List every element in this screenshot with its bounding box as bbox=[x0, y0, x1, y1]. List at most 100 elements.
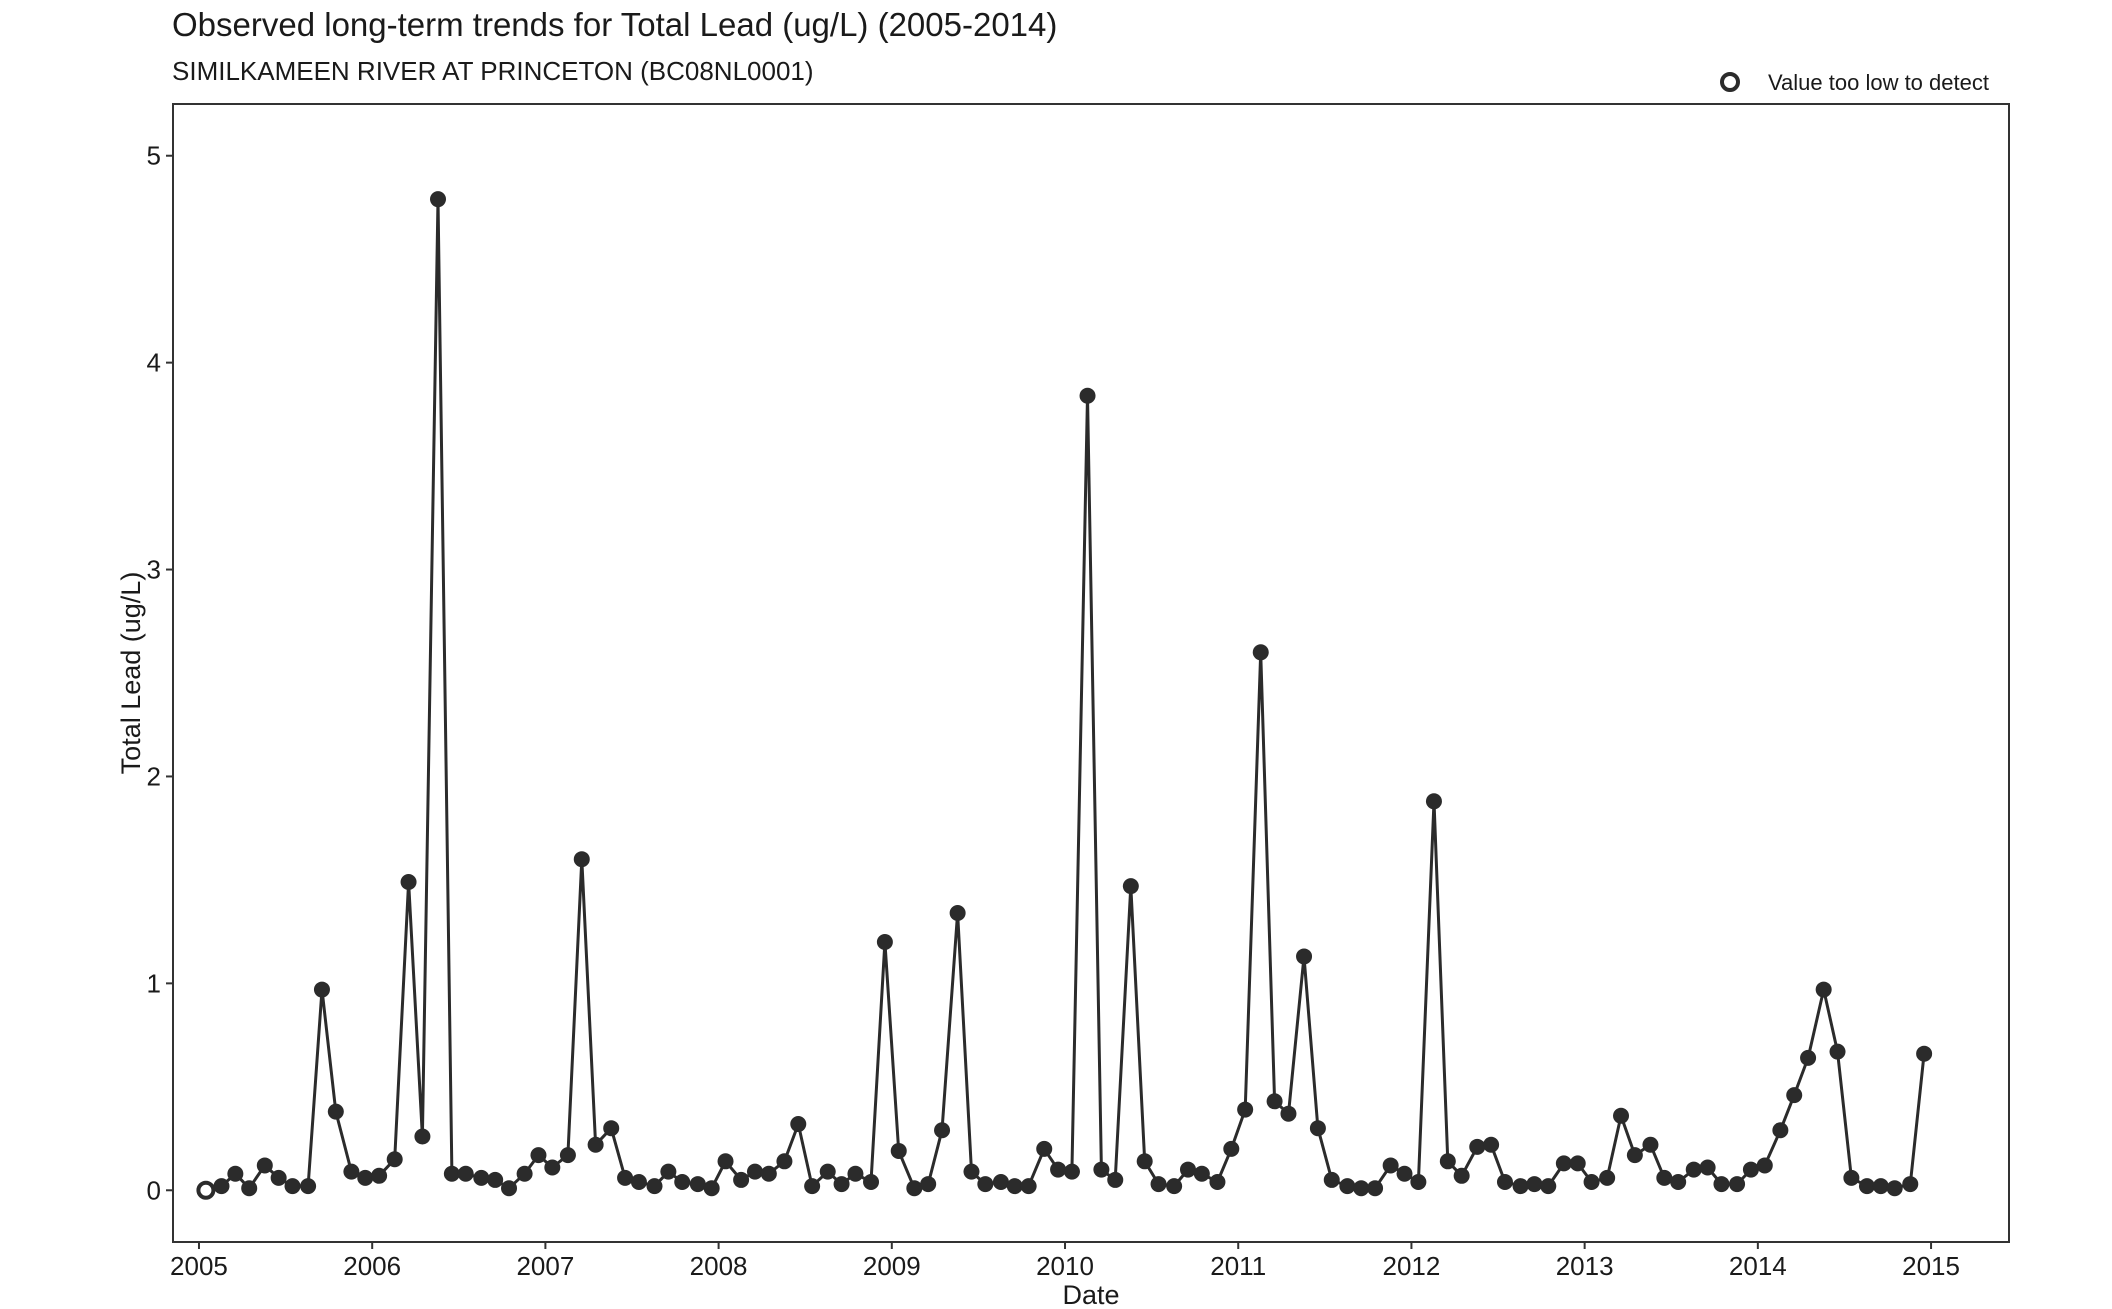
data-point bbox=[876, 933, 893, 950]
data-point bbox=[1800, 1049, 1817, 1066]
data-point bbox=[1569, 1155, 1586, 1172]
data-point bbox=[934, 1122, 951, 1139]
data-point bbox=[760, 1165, 777, 1182]
data-point bbox=[790, 1116, 807, 1133]
data-point bbox=[1323, 1171, 1340, 1188]
x-tick-label: 2007 bbox=[516, 1251, 574, 1281]
data-point bbox=[559, 1147, 576, 1164]
data-point bbox=[674, 1173, 691, 1190]
data-point bbox=[1179, 1161, 1196, 1178]
data-point bbox=[1540, 1178, 1557, 1195]
data-point bbox=[1036, 1140, 1053, 1157]
data-point bbox=[1223, 1140, 1240, 1157]
data-point bbox=[949, 905, 966, 922]
data-point bbox=[717, 1153, 734, 1170]
x-tick-label: 2015 bbox=[1902, 1251, 1960, 1281]
data-point bbox=[430, 191, 447, 208]
data-point bbox=[1815, 981, 1832, 998]
data-point bbox=[1280, 1105, 1297, 1122]
data-point bbox=[327, 1103, 344, 1120]
x-tick-label: 2010 bbox=[1036, 1251, 1094, 1281]
data-point bbox=[1063, 1163, 1080, 1180]
data-point bbox=[992, 1173, 1009, 1190]
x-tick-label: 2013 bbox=[1556, 1251, 1614, 1281]
data-point bbox=[284, 1178, 301, 1195]
y-axis: 0 1 2 3 4 5 bbox=[147, 141, 173, 1205]
data-point bbox=[733, 1171, 750, 1188]
legend-label: Value too low to detect bbox=[1768, 70, 1989, 95]
data-point bbox=[1209, 1173, 1226, 1190]
data-point bbox=[1483, 1136, 1500, 1153]
data-point bbox=[1685, 1161, 1702, 1178]
chart-title: Observed long-term trends for Total Lead… bbox=[172, 6, 1058, 43]
data-point bbox=[1713, 1176, 1730, 1193]
y-tick-label: 1 bbox=[147, 968, 161, 998]
data-point bbox=[1496, 1173, 1513, 1190]
series-layer bbox=[196, 191, 1933, 1200]
data-point bbox=[1136, 1153, 1153, 1170]
data-point bbox=[1410, 1173, 1427, 1190]
data-point bbox=[1309, 1120, 1326, 1137]
data-point bbox=[1786, 1087, 1803, 1104]
data-point bbox=[357, 1169, 374, 1186]
data-point bbox=[530, 1147, 547, 1164]
data-point bbox=[776, 1153, 793, 1170]
data-point bbox=[1729, 1176, 1746, 1193]
legend: Value too low to detect bbox=[1720, 70, 1989, 95]
data-point bbox=[1425, 793, 1442, 810]
data-point bbox=[1772, 1122, 1789, 1139]
data-point bbox=[1107, 1171, 1124, 1188]
data-point bbox=[1916, 1045, 1933, 1062]
data-point bbox=[1439, 1153, 1456, 1170]
data-point bbox=[977, 1176, 994, 1193]
data-point bbox=[573, 851, 590, 868]
data-point bbox=[804, 1178, 821, 1195]
x-tick-label: 2006 bbox=[343, 1251, 401, 1281]
data-point bbox=[1742, 1161, 1759, 1178]
data-point bbox=[371, 1167, 388, 1184]
data-point bbox=[963, 1163, 980, 1180]
data-point bbox=[1613, 1107, 1630, 1124]
data-point bbox=[1512, 1178, 1529, 1195]
data-point bbox=[1093, 1161, 1110, 1178]
data-point bbox=[1122, 878, 1139, 895]
data-point bbox=[473, 1169, 490, 1186]
y-tick-label: 5 bbox=[147, 141, 161, 171]
data-point bbox=[746, 1163, 763, 1180]
data-point bbox=[300, 1178, 317, 1195]
data-point-below-detection bbox=[196, 1180, 216, 1200]
data-point bbox=[587, 1136, 604, 1153]
x-tick-label: 2009 bbox=[863, 1251, 921, 1281]
data-point bbox=[414, 1128, 431, 1145]
data-point bbox=[630, 1173, 647, 1190]
data-point bbox=[1555, 1155, 1572, 1172]
data-point bbox=[1296, 948, 1313, 965]
data-point bbox=[890, 1142, 907, 1159]
data-point bbox=[544, 1159, 561, 1176]
x-axis: 2005 2006 2007 2008 2009 2010 2011 2012 2013 2014… bbox=[170, 1242, 1960, 1281]
data-point bbox=[1642, 1136, 1659, 1153]
data-point bbox=[400, 873, 417, 890]
data-point bbox=[1829, 1043, 1846, 1060]
data-point bbox=[863, 1173, 880, 1190]
x-tick-label: 2005 bbox=[170, 1251, 228, 1281]
data-point bbox=[1367, 1180, 1384, 1197]
x-tick-label: 2012 bbox=[1383, 1251, 1441, 1281]
data-point bbox=[1886, 1180, 1903, 1197]
data-point bbox=[1599, 1169, 1616, 1186]
data-point bbox=[1469, 1138, 1486, 1155]
data-point bbox=[1843, 1169, 1860, 1186]
data-point bbox=[343, 1163, 360, 1180]
data-point bbox=[660, 1163, 677, 1180]
y-tick-label: 0 bbox=[147, 1175, 161, 1205]
data-point bbox=[270, 1169, 287, 1186]
data-point bbox=[516, 1165, 533, 1182]
data-point bbox=[1006, 1178, 1023, 1195]
data-point bbox=[313, 981, 330, 998]
data-point bbox=[1353, 1180, 1370, 1197]
data-point bbox=[617, 1169, 634, 1186]
data-point bbox=[1396, 1165, 1413, 1182]
data-point bbox=[1656, 1169, 1673, 1186]
x-axis-title: Date bbox=[1062, 1280, 1119, 1309]
